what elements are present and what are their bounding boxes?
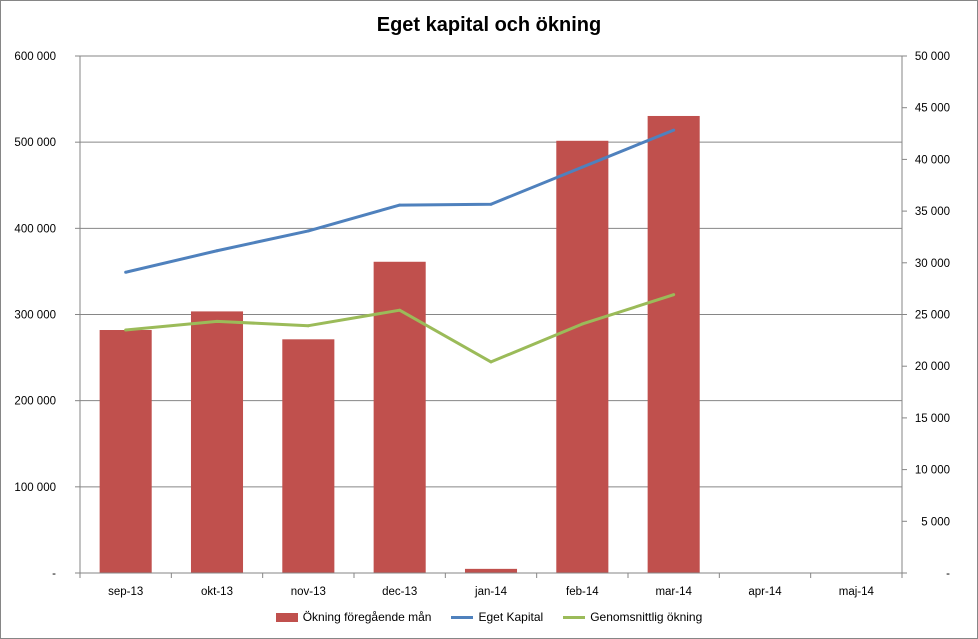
left-axis-tick-label: 200 000	[14, 396, 56, 408]
bar-okning-feb-14	[556, 140, 609, 573]
right-axis-tick-label: 20 000	[915, 361, 950, 373]
point-genomsnittlig-kning-mar-14	[672, 293, 676, 297]
point-genomsnittlig-kning-nov-13	[306, 324, 310, 328]
point-genomsnittlig-kning-sep-13	[124, 328, 128, 332]
right-axis-tick-label: 5 000	[921, 516, 950, 528]
point-eget-kapital-mar-14	[672, 128, 676, 132]
legend-label-genomsnittlig: Genomsnittlig ökning	[590, 610, 703, 624]
right-axis-tick-label: 45 000	[915, 103, 950, 115]
left-axis-tick-label: 600 000	[14, 51, 56, 63]
point-eget-kapital-feb-14	[580, 165, 584, 169]
right-axis-tick-label: 10 000	[915, 465, 950, 477]
legend-item-genomsnittlig: Genomsnittlig ökning	[563, 610, 702, 624]
right-axis-tick-label: -	[946, 568, 950, 580]
x-axis-tick-label: apr-14	[748, 586, 782, 598]
legend-label-eget-kapital: Eget Kapital	[478, 610, 544, 624]
right-axis-tick-label: 25 000	[915, 310, 950, 322]
bar-okning-okt-13	[190, 311, 244, 573]
point-eget-kapital-jan-14	[489, 202, 493, 206]
point-genomsnittlig-kning-feb-14	[580, 322, 584, 326]
x-axis-tick-label: feb-14	[566, 586, 599, 598]
legend-label-okning: Ökning föregående mån	[302, 610, 432, 624]
point-eget-kapital-sep-13	[124, 270, 128, 274]
left-axis-tick-label: 500 000	[14, 137, 56, 149]
right-axis-tick-label: 15 000	[915, 413, 950, 425]
x-axis-tick-label: okt-13	[201, 586, 233, 598]
legend-item-eget-kapital: Eget Kapital	[451, 610, 543, 624]
chart-title: Eget kapital och ökning	[376, 14, 602, 36]
legend-swatch-eget-kapital	[451, 615, 474, 619]
left-axis-tick-label: 100 000	[14, 482, 56, 494]
bar-okning-jan-14	[464, 568, 518, 573]
right-axis-tick-label: 30 000	[915, 258, 950, 270]
x-axis-tick-label: jan-14	[474, 586, 508, 598]
point-eget-kapital-okt-13	[215, 249, 219, 253]
point-eget-kapital-dec-13	[398, 203, 402, 207]
bar-okning-mar-14	[647, 115, 700, 574]
bar-okning-dec-13	[373, 261, 426, 573]
legend-swatch-okning	[275, 612, 298, 622]
bar-okning-nov-13	[282, 339, 335, 573]
legend-swatch-genomsnittlig	[563, 615, 586, 619]
x-axis-tick-label: dec-13	[382, 586, 417, 598]
right-axis-tick-label: 40 000	[915, 154, 950, 166]
left-axis-tick-label: 300 000	[14, 310, 56, 322]
x-axis-tick-label: sep-13	[108, 586, 143, 598]
point-genomsnittlig-kning-jan-14	[489, 360, 493, 364]
legend-item-okning: Ökning föregående mån	[275, 610, 432, 624]
right-axis-tick-label: 50 000	[915, 51, 950, 63]
point-eget-kapital-nov-13	[306, 229, 310, 233]
left-axis-tick-label: -	[52, 568, 56, 580]
x-axis-tick-label: mar-14	[655, 586, 692, 598]
right-axis-tick-label: 35 000	[915, 206, 950, 218]
left-axis-tick-label: 400 000	[14, 223, 56, 235]
bar-okning-sep-13	[99, 330, 152, 573]
point-genomsnittlig-kning-dec-13	[398, 308, 402, 312]
x-axis-tick-label: maj-14	[839, 586, 875, 598]
chart-legend: Ökning föregående mån Eget Kapital Genom…	[0, 610, 978, 624]
point-genomsnittlig-kning-okt-13	[215, 319, 219, 323]
x-axis-tick-label: nov-13	[291, 586, 326, 598]
